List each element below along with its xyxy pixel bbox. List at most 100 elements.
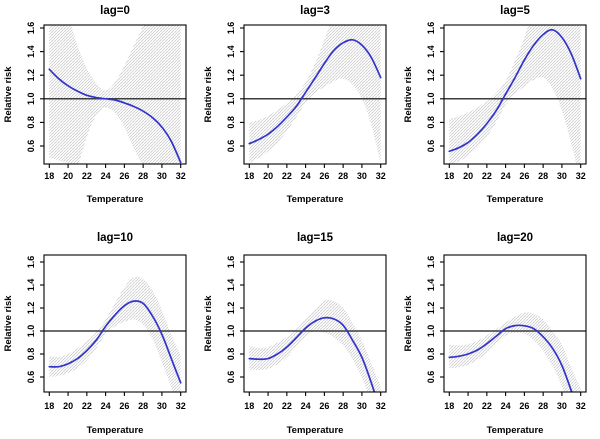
y-tick-label: 0.6 <box>26 140 36 153</box>
x-tick-label: 20 <box>263 401 273 411</box>
relative-risk-curve <box>48 300 182 384</box>
plot-box <box>443 254 587 393</box>
x-tick-label: 28 <box>538 171 548 181</box>
x-axis-label: Temperature <box>287 425 344 436</box>
x-tick-label: 32 <box>576 171 586 181</box>
panel-title: lag=5 <box>500 5 530 17</box>
x-tick-label: 28 <box>138 171 148 181</box>
x-tick-label: 20 <box>63 401 73 411</box>
y-tick-label: 1.2 <box>426 302 436 315</box>
x-tick-label: 30 <box>157 171 167 181</box>
y-tick-label: 1.0 <box>226 325 236 338</box>
x-tick-label: 30 <box>357 171 367 181</box>
y-axis-label: Relative risk <box>403 66 414 123</box>
chart-lag-5: 18 20 22 24 26 28 30 32 0.6 0.8 1.0 1.2 1.4 1.6 lag=5 T… <box>403 5 587 205</box>
x-axis-label: Temperature <box>487 425 544 436</box>
x-tick-label: 26 <box>119 401 129 411</box>
confidence-band <box>449 312 581 392</box>
x-axis-label: Temperature <box>87 425 144 436</box>
y-tick-label: 0.6 <box>426 371 436 384</box>
y-tick-label: 0.8 <box>426 116 436 129</box>
y-tick-label: 1.4 <box>26 279 36 292</box>
y-tick-label: 1.4 <box>426 279 436 292</box>
y-tick-label: 1.6 <box>426 256 436 269</box>
x-tick-label: 22 <box>482 171 492 181</box>
y-tick-label: 1.6 <box>226 256 236 269</box>
plot-box <box>43 24 187 165</box>
y-tick-label: 1.6 <box>26 256 36 269</box>
plot-box <box>243 254 387 393</box>
x-tick-label: 32 <box>376 401 386 411</box>
chart-lag-10: 18 20 22 24 26 28 30 32 0.6 0.8 1.0 1.2 1.4 1.6 lag=10… <box>3 232 187 436</box>
x-tick-label: 22 <box>482 401 492 411</box>
x-tick-label: 22 <box>82 171 92 181</box>
y-tick-label: 0.8 <box>26 116 36 129</box>
x-tick-label: 24 <box>501 171 511 181</box>
x-tick-label: 18 <box>444 171 454 181</box>
panel-title: lag=0 <box>100 5 130 17</box>
y-tick-label: 0.8 <box>426 348 436 361</box>
x-tick-label: 30 <box>157 401 167 411</box>
confidence-band <box>49 25 181 164</box>
x-tick-label: 30 <box>357 401 367 411</box>
chart-lag-20: 18 20 22 24 26 28 30 32 0.6 0.8 1.0 1.2 1.4 1.6 lag=20… <box>403 232 587 436</box>
plot-box <box>43 254 187 393</box>
relative-risk-curve <box>248 316 376 392</box>
y-tick-label: 0.6 <box>226 371 236 384</box>
x-tick-label: 28 <box>338 401 348 411</box>
y-tick-label: 0.6 <box>26 371 36 384</box>
panel-title: lag=3 <box>300 5 330 17</box>
x-tick-label: 24 <box>301 401 311 411</box>
y-tick-label: 1.0 <box>426 93 436 106</box>
y-tick-label: 0.8 <box>26 348 36 361</box>
relative-risk-curve <box>448 28 582 153</box>
y-tick-label: 1.2 <box>426 69 436 82</box>
confidence-band <box>249 299 381 392</box>
y-tick-label: 1.2 <box>26 69 36 82</box>
y-axis-label: Relative risk <box>403 295 414 352</box>
x-tick-label: 18 <box>44 401 54 411</box>
y-tick-label: 0.8 <box>226 116 236 129</box>
x-tick-label: 32 <box>376 171 386 181</box>
y-tick-label: 0.6 <box>426 140 436 153</box>
y-tick-label: 1.6 <box>226 22 236 35</box>
x-tick-label: 30 <box>557 171 567 181</box>
chart-lag-15: 18 20 22 24 26 28 30 32 0.6 0.8 1.0 1.2 1.4 1.6 lag=15… <box>203 232 387 436</box>
x-tick-label: 28 <box>538 401 548 411</box>
x-tick-label: 24 <box>301 171 311 181</box>
y-tick-label: 1.2 <box>226 302 236 315</box>
y-axis-label: Relative risk <box>3 295 14 352</box>
y-tick-label: 1.0 <box>26 325 36 338</box>
x-tick-label: 22 <box>282 401 292 411</box>
y-tick-label: 1.4 <box>226 45 236 58</box>
x-tick-label: 26 <box>319 401 329 411</box>
y-tick-label: 1.2 <box>226 69 236 82</box>
x-tick-label: 32 <box>176 171 186 181</box>
panel-title: lag=10 <box>97 232 133 244</box>
panel-title: lag=20 <box>497 232 533 244</box>
plot-box <box>443 24 587 165</box>
x-tick-label: 26 <box>519 171 529 181</box>
x-tick-label: 26 <box>519 401 529 411</box>
x-tick-label: 32 <box>176 401 186 411</box>
chart-lag-0: 18 20 22 24 26 28 30 32 0.6 0.8 1.0 1.2 1.4 1.6 lag=0 T… <box>3 5 187 205</box>
y-tick-label: 1.6 <box>26 22 36 35</box>
relative-risk-curve <box>48 68 182 164</box>
x-tick-label: 26 <box>119 171 129 181</box>
x-tick-label: 18 <box>44 171 54 181</box>
y-tick-label: 1.0 <box>226 93 236 106</box>
x-tick-label: 24 <box>101 401 111 411</box>
plot-box <box>243 24 387 165</box>
relative-risk-curve <box>248 38 382 145</box>
x-tick-label: 22 <box>282 171 292 181</box>
y-axis-label: Relative risk <box>203 295 214 352</box>
y-axis-label: Relative risk <box>3 66 14 123</box>
y-tick-label: 1.6 <box>426 22 436 35</box>
y-tick-label: 1.4 <box>426 45 436 58</box>
x-tick-label: 20 <box>463 171 473 181</box>
x-tick-label: 18 <box>244 401 254 411</box>
confidence-band <box>249 25 381 164</box>
x-tick-label: 30 <box>557 401 567 411</box>
x-tick-label: 20 <box>463 401 473 411</box>
x-tick-label: 18 <box>444 401 454 411</box>
